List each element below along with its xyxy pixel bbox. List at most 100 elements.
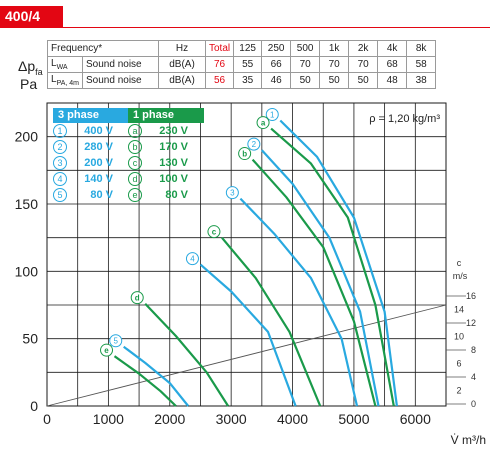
curve-label-3: 3 bbox=[230, 189, 235, 198]
curve-marker-b bbox=[238, 147, 252, 161]
legend-one-phase-title: 1 phase bbox=[128, 108, 204, 123]
y-axis-unit: Pa bbox=[20, 76, 38, 92]
x-axis-label: V̇ m³/h bbox=[451, 433, 486, 447]
legend-three-phase-id: 3 bbox=[53, 156, 67, 171]
legend-one-phase-row-a: a 230 V bbox=[128, 123, 204, 139]
curve-marker-4 bbox=[185, 252, 199, 266]
legend-one-phase-voltage: 170 V bbox=[159, 141, 188, 154]
y-tick-label: 0 bbox=[30, 398, 38, 414]
curve-label-a: a bbox=[261, 119, 266, 128]
x-tick-label: 5000 bbox=[338, 411, 369, 427]
curve-label-d: d bbox=[135, 294, 140, 303]
curve-marker-2 bbox=[247, 137, 261, 151]
curve-label-1: 1 bbox=[270, 111, 275, 120]
legend-one-phase-voltage: 100 V bbox=[159, 173, 188, 186]
legend-one-phase-row-d: d 100 V bbox=[128, 171, 204, 187]
legend-three-phase-id: 1 bbox=[53, 124, 67, 139]
velocity-tick-label: 2 bbox=[456, 386, 461, 396]
velocity-tick-label: 6 bbox=[456, 359, 461, 369]
y-tick-label: 100 bbox=[15, 263, 39, 279]
velocity-tick-label: 0 bbox=[471, 399, 476, 409]
fan-curve-a bbox=[270, 127, 395, 407]
sound-noise-table: Frequency* Hz Total 125 250 500 1k 2k 4k… bbox=[47, 40, 437, 89]
fan-curve-d bbox=[144, 302, 230, 407]
x-tick-label: 2000 bbox=[154, 411, 185, 427]
legend-one-phase-id: a bbox=[128, 124, 142, 139]
velocity-tick-label: 12 bbox=[466, 318, 476, 328]
legend-three-phase-row-4: 4 140 V bbox=[53, 171, 131, 187]
curve-label-2: 2 bbox=[252, 140, 257, 149]
curve-label-c: c bbox=[212, 228, 217, 237]
fan-curve-2 bbox=[260, 149, 380, 407]
noise-row-total: 56 bbox=[204, 72, 235, 89]
legend-three-phase: 3 phase 1 400 V 2 280 V 3 200 V 4 140 V 5 80 V bbox=[53, 108, 131, 203]
y-tick-label: 200 bbox=[15, 129, 39, 145]
legend-one-phase-row-e: e 80 V bbox=[128, 187, 204, 203]
axis-ticks: 0 1000 2000 3000 4000 5000 6000 0 50 100 150 200 bbox=[15, 129, 431, 427]
fan-curve-b bbox=[251, 158, 377, 407]
noise-row-unit: dB(A) bbox=[158, 72, 206, 89]
curve-label-b: b bbox=[242, 150, 247, 159]
legend-one-phase-id: c bbox=[128, 156, 142, 171]
legend-one-phase-voltage: 80 V bbox=[165, 189, 188, 202]
legend-three-phase-row-3: 3 200 V bbox=[53, 155, 131, 171]
legend-one-phase-voltage: 230 V bbox=[159, 125, 188, 138]
fan-curve-3 bbox=[239, 197, 359, 407]
curve-marker-1 bbox=[265, 108, 279, 122]
noise-cell: 38 bbox=[406, 72, 437, 89]
legend-three-phase-voltage: 400 V bbox=[84, 125, 113, 138]
legend-three-phase-row-1: 1 400 V bbox=[53, 123, 131, 139]
x-tick-label: 3000 bbox=[216, 411, 247, 427]
fan-curve-5 bbox=[123, 345, 190, 407]
chart-title-tab: 400/4 bbox=[0, 6, 63, 27]
legend-three-phase-title: 3 phase bbox=[53, 108, 131, 123]
velocity-tick-label: 4 bbox=[471, 372, 476, 382]
fan-curve-c bbox=[221, 236, 322, 407]
legend-one-phase-id: e bbox=[128, 188, 142, 203]
title-rule bbox=[0, 27, 490, 28]
legend-three-phase-id: 2 bbox=[53, 140, 67, 155]
density-note: ρ = 1,20 kg/m³ bbox=[369, 113, 440, 125]
curve-marker-c bbox=[207, 225, 221, 239]
plot-frame bbox=[46, 102, 447, 407]
legend-one-phase-row-c: c 130 V bbox=[128, 155, 204, 171]
x-tick-label: 1000 bbox=[93, 411, 124, 427]
velocity-tick-label: 14 bbox=[454, 305, 464, 315]
legend-three-phase-voltage: 140 V bbox=[84, 173, 113, 186]
curve-marker-a bbox=[256, 116, 270, 130]
velocity-tick-label: 10 bbox=[454, 332, 464, 342]
y-tick-label: 50 bbox=[22, 331, 38, 347]
legend-one-phase-voltage: 130 V bbox=[159, 157, 188, 170]
legend-three-phase-row-2: 2 280 V bbox=[53, 139, 131, 155]
x-tick-label: 4000 bbox=[277, 411, 308, 427]
curve-marker-3 bbox=[225, 186, 239, 200]
fan-curve-1 bbox=[279, 119, 398, 407]
x-tick-label: 0 bbox=[43, 411, 51, 427]
legend-one-phase-id: d bbox=[128, 172, 142, 187]
fan-curve-4 bbox=[199, 263, 297, 407]
x-tick-label: 6000 bbox=[400, 411, 431, 427]
curve-marker-5 bbox=[109, 334, 123, 348]
y-axis-label: Δpfa bbox=[18, 58, 43, 77]
chart-title: 400/4 bbox=[5, 8, 41, 24]
curve-label-e: e bbox=[104, 346, 109, 355]
curve-marker-e bbox=[100, 343, 114, 357]
legend-three-phase-voltage: 80 V bbox=[90, 189, 113, 202]
curve-label-4: 4 bbox=[190, 255, 195, 264]
velocity-tick-label: 8 bbox=[471, 345, 476, 355]
legend-three-phase-id: 5 bbox=[53, 188, 67, 203]
noise-cell: 46 bbox=[261, 72, 292, 89]
legend-one-phase-row-b: b 170 V bbox=[128, 139, 204, 155]
noise-row-lpa: LPA, 4m Sound noise dB(A) 56 35 46 50 50… bbox=[47, 72, 437, 89]
curve-label-5: 5 bbox=[114, 337, 119, 346]
velocity-unit-bottom: m/s bbox=[453, 271, 468, 281]
curve-marker-d bbox=[130, 291, 144, 305]
legend-three-phase-voltage: 280 V bbox=[84, 141, 113, 154]
legend-three-phase-voltage: 200 V bbox=[84, 157, 113, 170]
y-tick-label: 150 bbox=[15, 196, 39, 212]
legend-one-phase: 1 phase a 230 V b 170 V c 130 V d 100 V e 80 V bbox=[128, 108, 204, 203]
velocity-unit-top: c bbox=[457, 258, 462, 268]
fan-curve-e bbox=[113, 355, 177, 407]
